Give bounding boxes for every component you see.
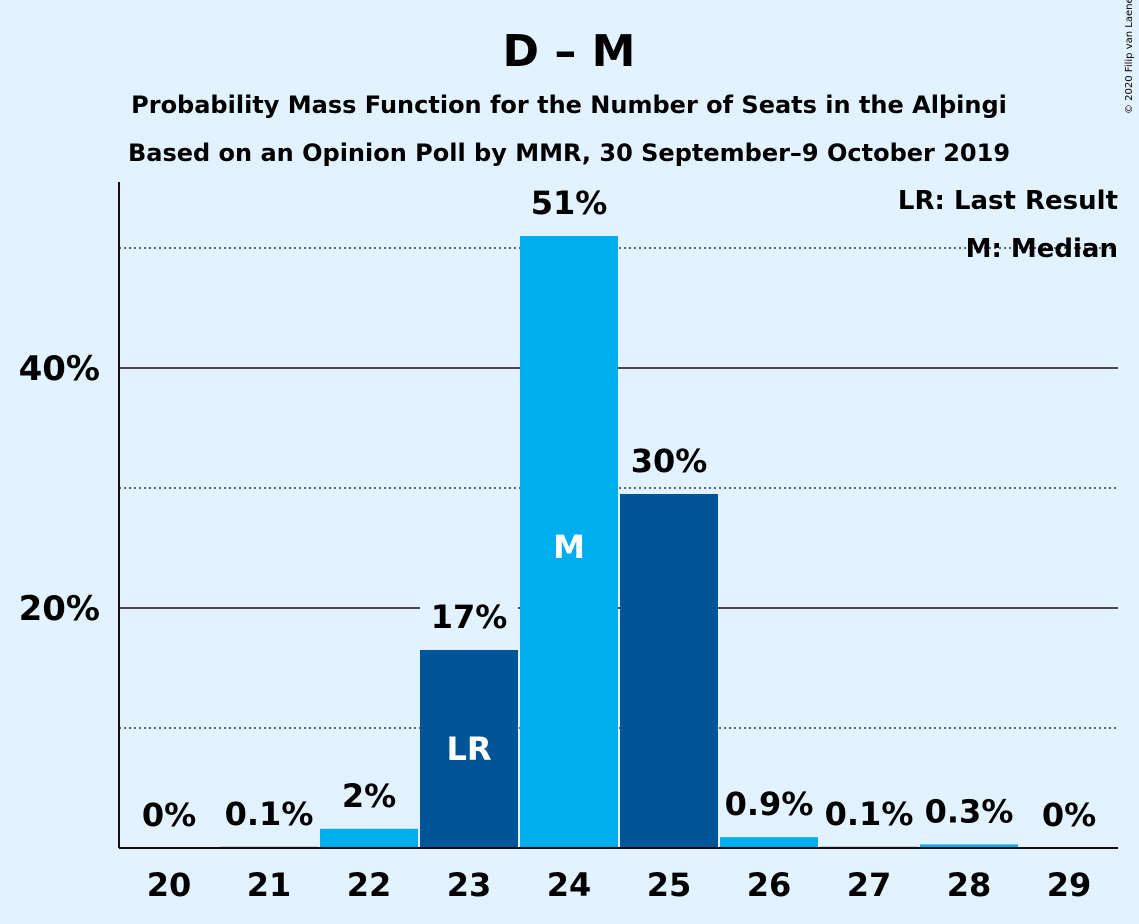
bar-label-bg-24 [520, 180, 618, 224]
bar-26 [720, 837, 818, 848]
bar-label-bg-22 [320, 772, 418, 817]
bars-layer [220, 236, 1018, 848]
bar-label-bg-25 [620, 438, 718, 482]
bar-25 [620, 494, 718, 848]
bar-label-bg-28 [920, 788, 1018, 833]
bar-data-label: 0.3% [925, 792, 1014, 830]
bar-data-label: 51% [531, 184, 608, 222]
bar-data-label: 0.9% [725, 785, 814, 823]
chart-title: D – M [503, 26, 636, 77]
x-tick-label: 29 [1047, 866, 1092, 904]
x-tick-label: 27 [847, 866, 892, 904]
bar-28 [920, 844, 1018, 848]
in-bar-label-lr: LR [446, 730, 491, 768]
bar-label-bg-20 [120, 792, 218, 836]
labels-layer: 0% 0.1% 2% 17% 51% 30% 0.9% 0.1% 0.3% 0% LR M [120, 180, 1118, 836]
bar-data-label: 0% [142, 796, 196, 834]
chart-subtitle-2: Based on an Opinion Poll by MMR, 30 Sept… [128, 139, 1010, 167]
bar-data-label: 17% [431, 598, 508, 636]
x-tick-label: 25 [647, 866, 692, 904]
bar-22 [320, 828, 418, 848]
y-tick-label: 20% [19, 589, 100, 629]
bar-data-label: 30% [631, 442, 708, 480]
legend-last-result: LR: Last Result [898, 186, 1118, 216]
axis-layer: 20% 40% 20 21 22 23 24 25 26 27 28 29 [19, 182, 1118, 904]
bar-label-bg-26 [720, 781, 818, 826]
x-tick-label: 24 [547, 866, 592, 904]
bar-label-bg-23 [420, 594, 518, 638]
legend-median: M: Median [966, 234, 1118, 264]
grid-layer [119, 247, 1118, 729]
bar-data-label: 0.1% [225, 795, 314, 833]
bar-23 [420, 650, 518, 848]
x-tick-label: 20 [147, 866, 192, 904]
x-tick-label: 28 [947, 866, 992, 904]
bar-label-bg-29 [1020, 792, 1118, 836]
bar-data-label: 2% [342, 777, 396, 815]
bar-data-label: 0% [1042, 796, 1096, 834]
bar-data-label: 0.1% [825, 795, 914, 833]
in-bar-label-m: M [553, 528, 585, 566]
chart-subtitle-1: Probability Mass Function for the Number… [131, 91, 1007, 119]
y-tick-label: 40% [19, 349, 100, 389]
x-tick-label: 23 [447, 866, 492, 904]
x-tick-label: 22 [347, 866, 392, 904]
x-tick-label: 26 [747, 866, 792, 904]
bar-24 [520, 236, 618, 848]
bar-label-bg-27 [820, 790, 918, 835]
copyright-text: © 2020 Filip van Laenen [1124, 0, 1135, 114]
bar-label-bg-21 [220, 790, 318, 835]
x-tick-label: 21 [247, 866, 292, 904]
